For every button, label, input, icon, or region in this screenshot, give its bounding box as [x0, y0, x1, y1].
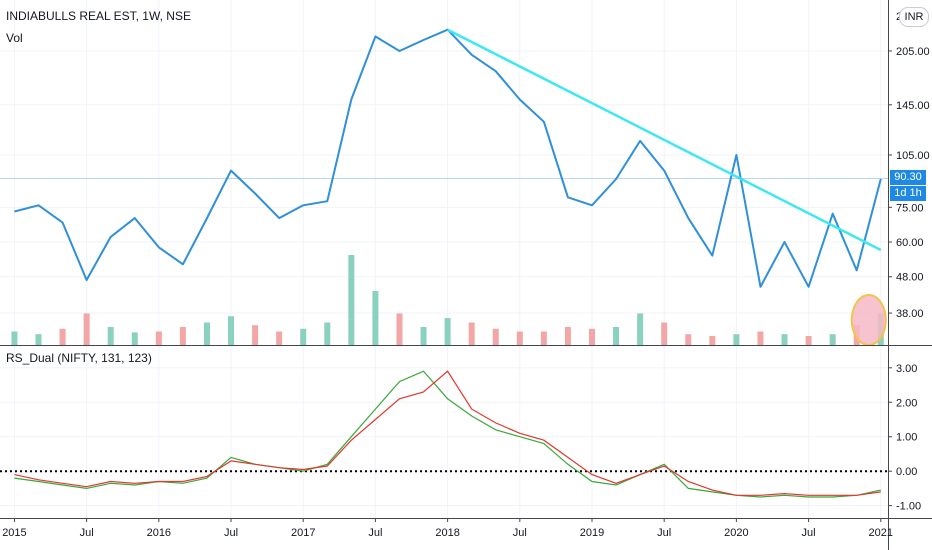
currency-badge[interactable]: INR — [899, 7, 929, 27]
last-price-badge: 90.30 — [890, 170, 926, 186]
volume-bar — [516, 331, 523, 345]
rs-tick-label: -1.00 — [896, 501, 921, 513]
volume-bar — [179, 327, 186, 345]
price-tick-label: 48.00 — [896, 272, 924, 284]
volume-bar — [35, 334, 42, 345]
volume-bar — [733, 334, 740, 345]
price-tick-label: 75.00 — [896, 202, 924, 214]
price-tick-label: 105.00 — [896, 150, 930, 162]
volume-bar — [805, 336, 812, 345]
rs-tick-label: 3.00 — [896, 363, 917, 375]
volume-bar — [613, 327, 620, 345]
time-tick-label: 2016 — [147, 527, 171, 539]
volume-bar — [83, 313, 90, 345]
volume-bar — [661, 322, 668, 345]
time-tick-label: 2017 — [291, 527, 315, 539]
price-line — [14, 28, 882, 288]
time-tick-label: 2021 — [869, 527, 893, 539]
volume-bar — [492, 328, 499, 345]
time-tick-label: Jul — [657, 527, 671, 539]
time-tick-label: Jul — [224, 527, 238, 539]
trendline[interactable] — [447, 28, 882, 252]
volume-bar — [444, 318, 451, 345]
time-axis-ticks: 2015 Jul 2016 Jul 2017 Jul 2018 Jul 2019 Jul 2020 J… — [2, 518, 893, 539]
volume-bar — [276, 331, 283, 345]
time-tick-label: 2020 — [724, 527, 748, 539]
volume-bar — [300, 328, 307, 345]
volume-bar — [228, 316, 235, 345]
volume-bar — [781, 334, 788, 345]
time-tick-label: Jul — [802, 527, 816, 539]
volume-bar — [372, 291, 379, 345]
volume-bar — [468, 322, 475, 345]
price-tick-label: 38.00 — [896, 308, 924, 320]
volume-bar — [540, 331, 547, 345]
time-tick-label: 2019 — [580, 527, 604, 539]
time-tick-label: 2015 — [2, 527, 26, 539]
rs-tick-label: 1.00 — [896, 432, 917, 444]
volume-bar — [396, 313, 403, 345]
volume-bar — [252, 325, 259, 345]
time-tick-label: Jul — [80, 527, 94, 539]
volume-bar — [709, 336, 716, 345]
volume-highlight-ellipse — [850, 294, 887, 346]
symbol-legend[interactable]: INDIABULLS REAL EST, 1W, NSE — [6, 9, 191, 23]
time-tick-label: 2018 — [435, 527, 459, 539]
volume-bar — [757, 331, 764, 345]
price-tick-label: 60.00 — [896, 237, 924, 249]
rs-axis-ticks: -1.00 0.00 1.00 2.00 3.00 — [888, 363, 921, 513]
rs-red-line — [14, 370, 881, 496]
volume-bar — [203, 322, 210, 345]
rs-tick-label: 0.00 — [896, 466, 917, 478]
indicator-legend[interactable]: RS_Dual (NIFTY, 131, 123) — [6, 351, 152, 365]
volume-bar — [348, 255, 355, 345]
volume-bar — [11, 331, 18, 345]
volume-bar — [107, 327, 114, 345]
volume-bar — [589, 328, 595, 345]
rs-tick-label: 2.00 — [896, 397, 917, 409]
volume-bar — [131, 332, 138, 345]
time-tick-label: Jul — [368, 527, 382, 539]
volume-bar — [59, 328, 66, 345]
volume-bar — [685, 334, 692, 345]
volume-bar — [564, 327, 571, 345]
volume-bar — [155, 331, 162, 345]
time-tick-label: Jul — [513, 527, 527, 539]
volume-bar — [324, 322, 331, 345]
price-tick-label: 145.00 — [896, 100, 930, 112]
price-tick-label: 205.00 — [896, 46, 930, 58]
volume-bar — [420, 327, 427, 345]
countdown-badge: 1d 1h — [890, 186, 926, 202]
volume-bar — [829, 334, 836, 345]
volume-legend[interactable]: Vol — [6, 31, 23, 45]
volume-bar — [637, 313, 644, 345]
